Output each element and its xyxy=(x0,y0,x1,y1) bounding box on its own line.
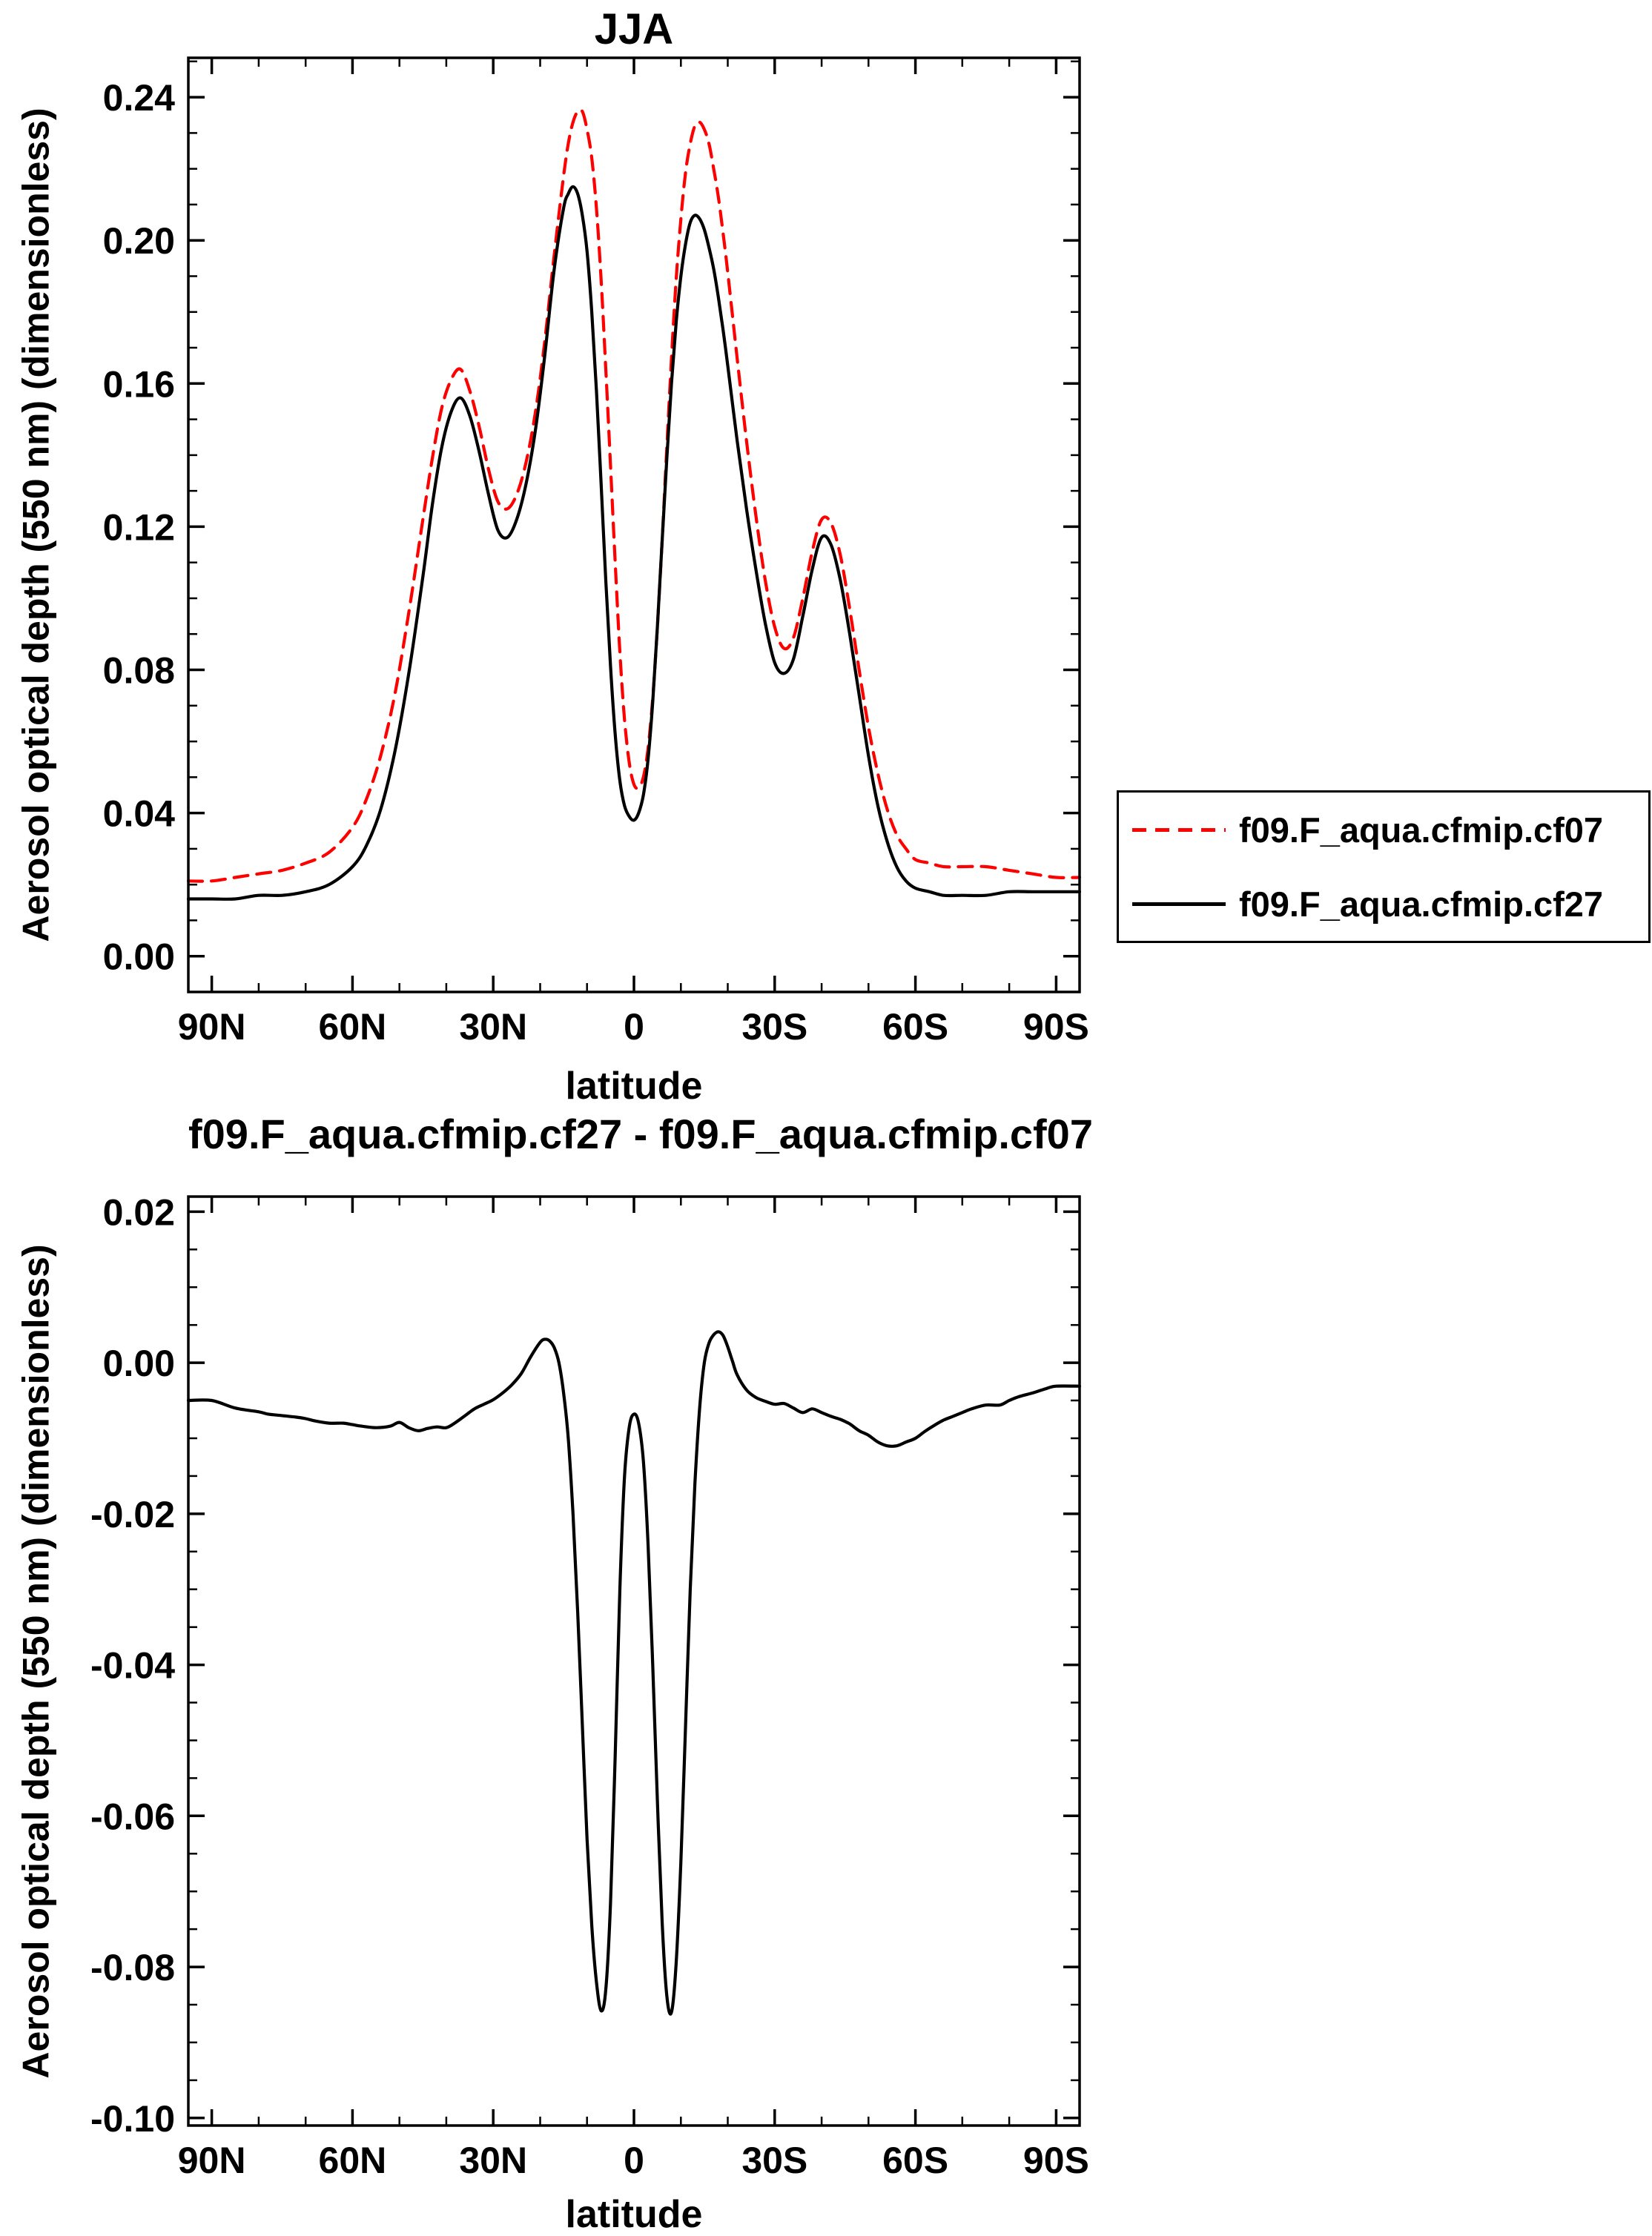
y-tick-label: 0.08 xyxy=(103,650,175,692)
y-tick-label: 0.24 xyxy=(103,77,176,119)
top-chart-x-axis-label: latitude xyxy=(565,1065,703,1108)
x-tick-label: 90N xyxy=(178,2140,246,2181)
x-tick-label: 90S xyxy=(1023,2140,1089,2181)
y-tick-label: 0.02 xyxy=(103,1191,175,1233)
bottom-chart-title: f09.F_aqua.cfmip.cf27 - f09.F_aqua.cfmip… xyxy=(188,1111,1093,1157)
x-tick-label: 30N xyxy=(459,1006,527,1048)
y-tick-label: -0.10 xyxy=(90,2098,175,2140)
top-chart-title: JJA xyxy=(594,5,674,53)
tick-labels: 90N 60N 30N 0 30S 60S 90S 0.00 0.04 0.08 0.12 0.16 0… xyxy=(103,77,1089,1048)
y-tick-label: 0.00 xyxy=(103,1343,175,1384)
y-tick-label: 0.16 xyxy=(103,363,175,405)
y-tick-label: -0.08 xyxy=(90,1947,175,1988)
legend-solid-black-line-sample xyxy=(1132,902,1226,906)
series-line xyxy=(186,185,1082,901)
axis-ticks xyxy=(188,1197,1080,2126)
x-tick-label: 0 xyxy=(624,1006,644,1048)
y-tick-label: -0.02 xyxy=(90,1494,175,1535)
x-tick-label: 30N xyxy=(459,2140,527,2181)
y-tick-label: 0.00 xyxy=(103,936,175,978)
x-tick-label: 0 xyxy=(624,2140,644,2181)
y-tick-label: -0.06 xyxy=(90,1796,175,1837)
legend-label-cf07: f09.F_aqua.cfmip.cf07 xyxy=(1239,810,1604,850)
series-line xyxy=(186,108,1082,883)
legend-dashed-red-line-sample xyxy=(1132,827,1226,832)
x-tick-label: 90S xyxy=(1023,1006,1089,1048)
bottom-chart-x-axis-label: latitude xyxy=(565,2193,703,2236)
series-line xyxy=(186,1330,1082,2016)
tick-labels: 90N 60N 30N 0 30S 60S 90S 0.02 0.00 -0.02 -0.04 -0.… xyxy=(90,1191,1089,2181)
bottom-chart-y-axis-label: Aerosol optical depth (550 nm) (dimensio… xyxy=(16,1243,58,2079)
x-tick-label: 30S xyxy=(741,1006,807,1048)
x-tick-label: 60N xyxy=(319,1006,387,1048)
top-chart-y-axis-label-wrap: Aerosol optical depth (550 nm) (dimensio… xyxy=(9,58,64,992)
y-tick-label: 0.20 xyxy=(103,220,175,262)
legend-entry-cf27: f09.F_aqua.cfmip.cf27 xyxy=(1119,884,1648,924)
axis-ticks xyxy=(188,58,1080,992)
series-lines xyxy=(186,1330,1082,2016)
legend-label-cf27: f09.F_aqua.cfmip.cf27 xyxy=(1239,884,1604,924)
x-tick-label: 60N xyxy=(319,2140,387,2181)
y-tick-label: -0.04 xyxy=(90,1645,175,1687)
x-tick-label: 90N xyxy=(178,1006,246,1048)
x-tick-label: 30S xyxy=(741,2140,807,2181)
series-lines xyxy=(186,108,1082,901)
y-tick-label: 0.04 xyxy=(103,793,176,835)
x-tick-label: 60S xyxy=(882,1006,948,1048)
x-tick-label: 60S xyxy=(882,2140,948,2181)
bottom-chart-y-axis-label-wrap: Aerosol optical depth (550 nm) (dimensio… xyxy=(9,1197,64,2126)
top-chart-y-axis-label: Aerosol optical depth (550 nm) (dimensio… xyxy=(16,108,58,942)
plot-frame xyxy=(187,56,1081,993)
legend-entry-cf07: f09.F_aqua.cfmip.cf07 xyxy=(1119,810,1648,850)
plot-frame xyxy=(187,1195,1081,2127)
legend: f09.F_aqua.cfmip.cf07 f09.F_aqua.cfmip.c… xyxy=(1117,790,1651,943)
y-tick-label: 0.12 xyxy=(103,506,175,548)
